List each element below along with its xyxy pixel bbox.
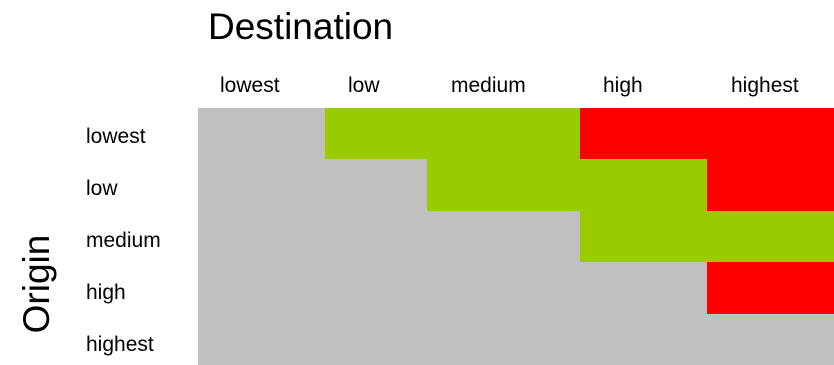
matrix-cell-lowest-gray-0 bbox=[198, 108, 325, 159]
row-label-highest: highest bbox=[86, 333, 154, 356]
matrix-cell-lowest-red-2 bbox=[580, 108, 834, 159]
row-label-high: high bbox=[86, 281, 126, 304]
column-label-lowest: lowest bbox=[220, 74, 280, 97]
matrix-title: Destination bbox=[208, 6, 394, 47]
matrix-cell-high-red-9 bbox=[707, 262, 834, 314]
matrix-row-axis-label: Origin bbox=[16, 234, 57, 334]
row-label-low: low bbox=[86, 177, 118, 200]
matrix-cell-lowest-green-1 bbox=[325, 108, 580, 159]
matrix-cell-highest-gray-10 bbox=[198, 314, 834, 365]
column-label-highest: highest bbox=[731, 74, 799, 97]
matrix-cell-medium-green-7 bbox=[580, 211, 834, 262]
matrix-cell-medium-gray-6 bbox=[198, 211, 580, 262]
column-label-low: low bbox=[348, 74, 380, 97]
column-label-medium: medium bbox=[451, 74, 526, 97]
matrix-cell-low-red-5 bbox=[707, 159, 834, 211]
matrix-cell-low-gray-3 bbox=[198, 159, 427, 211]
row-label-lowest: lowest bbox=[86, 125, 146, 148]
column-label-high: high bbox=[603, 74, 643, 97]
matrix-cell-high-gray-8 bbox=[198, 262, 707, 314]
row-label-medium: medium bbox=[86, 229, 161, 252]
matrix-cell-low-green-4 bbox=[427, 159, 707, 211]
